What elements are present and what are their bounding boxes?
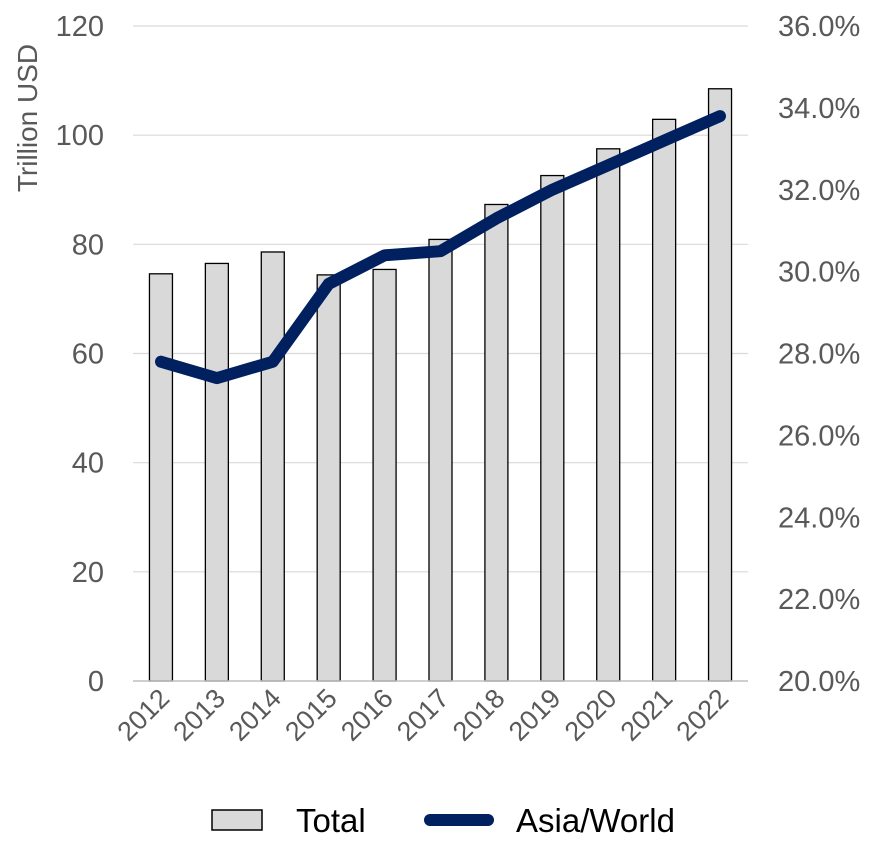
y2-tick-label: 34.0% (778, 93, 860, 125)
bar-total-2019 (540, 174, 565, 682)
bar-total-2018 (484, 203, 509, 682)
y-tick-label: 120 (56, 11, 104, 43)
y2-tick-label: 26.0% (778, 420, 860, 452)
y2-tick-label: 36.0% (778, 11, 860, 43)
bar-total-2013 (204, 262, 230, 682)
line-asia-world (155, 110, 726, 385)
x-tick-label: 2016 (335, 683, 399, 747)
x-tick-label: 2014 (223, 683, 287, 747)
bar-total-2022 (707, 88, 733, 682)
bar-total-2015 (316, 274, 341, 682)
legend: Total Asia/World (211, 802, 675, 839)
bar-total-2021 (651, 118, 677, 682)
bar-total-2014 (260, 251, 285, 682)
y2-tick-label: 28.0% (778, 339, 860, 371)
bar-total-2020 (596, 148, 621, 682)
y-axis-title: Trillion USD (12, 44, 43, 192)
y-tick-label: 60 (72, 339, 104, 371)
y2-tick-label: 30.0% (778, 257, 860, 289)
y-tick-label: 0 (88, 666, 104, 698)
y2-tick-label: 32.0% (778, 175, 860, 207)
x-axis-ticks: 2012201320142015201620172018201920202021… (112, 683, 735, 747)
legend-label-total: Total (296, 802, 366, 839)
bar-total-2016 (372, 268, 397, 682)
x-tick-label: 2020 (559, 683, 623, 747)
y-tick-label: 100 (56, 120, 104, 152)
y-tick-label: 20 (72, 557, 104, 589)
x-tick-label: 2015 (279, 683, 343, 747)
bar-series-total (148, 88, 733, 682)
y-tick-label: 40 (72, 448, 104, 480)
left-y-axis-ticks: 0 20 40 60 80 100 120 (56, 11, 104, 698)
x-tick-label: 2018 (447, 683, 511, 747)
y-tick-label: 80 (72, 229, 104, 261)
legend-label-asia-world: Asia/World (516, 802, 675, 839)
y2-tick-label: 20.0% (778, 666, 860, 698)
bar-total-2012 (148, 273, 174, 682)
legend-swatch-total (211, 809, 263, 831)
x-tick-label: 2022 (671, 683, 735, 747)
x-tick-label: 2017 (391, 683, 455, 747)
y2-tick-label: 22.0% (778, 584, 860, 616)
line-series-asia-world (155, 110, 726, 385)
y2-tick-label: 24.0% (778, 502, 860, 534)
right-y-axis-ticks: 20.0% 22.0% 24.0% 26.0% 28.0% 30.0% 32.0% 34.0%… (778, 11, 860, 698)
x-tick-label: 2021 (615, 683, 679, 747)
bar-total-2017 (428, 238, 453, 682)
x-tick-label: 2013 (167, 683, 231, 747)
x-tick-label: 2012 (112, 683, 176, 747)
x-tick-label: 2019 (503, 683, 567, 747)
